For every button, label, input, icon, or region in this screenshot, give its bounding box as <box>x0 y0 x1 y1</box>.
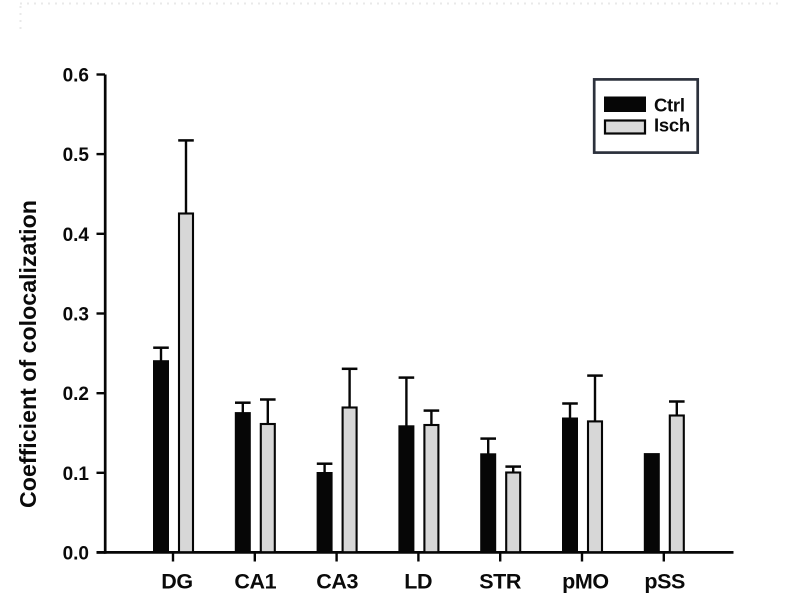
svg-text:Ctrl: Ctrl <box>654 95 685 116</box>
svg-text:0.2: 0.2 <box>63 384 89 405</box>
svg-text:0.6: 0.6 <box>63 66 89 87</box>
svg-text:Coefficient of colocalization: Coefficient of colocalization <box>15 200 41 508</box>
svg-text:STR: STR <box>479 570 522 594</box>
svg-text:0.0: 0.0 <box>63 544 89 565</box>
svg-text:DG: DG <box>161 570 192 594</box>
svg-text:CA1: CA1 <box>234 570 276 594</box>
svg-text:0.1: 0.1 <box>63 464 90 485</box>
svg-text:0.4: 0.4 <box>63 225 90 246</box>
svg-text:0.3: 0.3 <box>63 305 89 326</box>
svg-text:pMO: pMO <box>562 570 609 594</box>
svg-text:pSS: pSS <box>644 570 685 594</box>
svg-text:0.5: 0.5 <box>63 145 90 166</box>
svg-text:LD: LD <box>404 570 432 594</box>
svg-text:CA3: CA3 <box>316 570 358 594</box>
svg-text:Isch: Isch <box>654 115 690 136</box>
